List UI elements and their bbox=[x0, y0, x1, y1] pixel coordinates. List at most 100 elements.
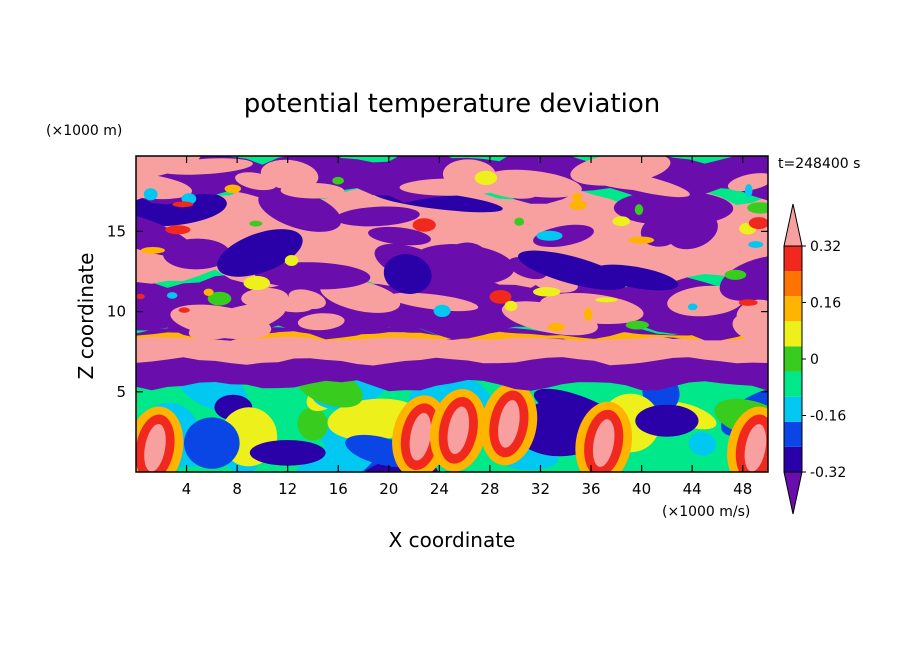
mid-pink-patch bbox=[539, 292, 644, 325]
transition-rim bbox=[249, 220, 263, 227]
transition-rim bbox=[165, 225, 191, 235]
colorbar-swatch bbox=[784, 371, 802, 397]
transition-rim bbox=[332, 176, 344, 185]
colorbar-extend-low bbox=[783, 471, 803, 515]
y-axis-unit: (×1000 m) bbox=[46, 123, 122, 139]
upper-purple-patch bbox=[613, 190, 734, 226]
transition-rim bbox=[748, 241, 764, 248]
colorbar-swatch bbox=[784, 446, 802, 472]
colorbar-swatch bbox=[784, 271, 802, 297]
y-axis-title: Z coordinate bbox=[74, 253, 98, 380]
transition-rim bbox=[595, 297, 618, 303]
cold-pool bbox=[184, 417, 240, 469]
top-pink-patch bbox=[479, 179, 538, 199]
colorbar-swatch bbox=[784, 396, 802, 422]
transition-rim bbox=[166, 292, 178, 299]
x-axis-ticks: 4 8 12 16 20 24 28 32 36 40 44 48 bbox=[182, 156, 752, 498]
transition-rim bbox=[140, 247, 165, 254]
warm-plume-core bbox=[592, 419, 615, 467]
colorbar-swatch bbox=[784, 421, 802, 447]
colorbar-tick-label: 0.16 bbox=[810, 296, 841, 312]
transition-rim bbox=[547, 322, 566, 332]
transition-rim bbox=[569, 200, 587, 210]
transition-rim bbox=[625, 320, 649, 330]
transition-rim bbox=[284, 255, 299, 266]
x-tick-label: 20 bbox=[379, 480, 398, 498]
colorbar: 0.32 0.16 0 -0.16 -0.32 bbox=[783, 203, 846, 515]
time-label: t=248400 s bbox=[778, 156, 860, 172]
x-tick-label: 24 bbox=[430, 480, 449, 498]
mid-pink-patch bbox=[389, 292, 479, 312]
transition-rim bbox=[612, 216, 631, 227]
x-tick-label: 4 bbox=[182, 480, 192, 498]
mid-pink-patch bbox=[188, 302, 286, 340]
top-pink-patch bbox=[280, 182, 345, 199]
cold-pool bbox=[635, 404, 699, 437]
field-shapes bbox=[136, 156, 768, 472]
x-tick-label: 28 bbox=[480, 480, 499, 498]
transition-rim bbox=[634, 204, 644, 216]
upper-purple-patch bbox=[594, 264, 679, 291]
top-pink-patch bbox=[136, 172, 193, 200]
chart-title: potential temperature deviation bbox=[244, 89, 660, 119]
colorbar-swatch bbox=[784, 296, 802, 322]
upper-purple-patch bbox=[518, 250, 627, 290]
top-pink-patch bbox=[156, 158, 253, 175]
x-tick-label: 40 bbox=[632, 480, 651, 498]
top-pink-patch bbox=[727, 173, 768, 192]
mid-pink-patch bbox=[736, 299, 768, 331]
transition-rim bbox=[224, 184, 241, 194]
transition-rim bbox=[747, 202, 768, 214]
transition-rim bbox=[474, 170, 498, 185]
x-tick-label: 44 bbox=[683, 480, 702, 498]
x-axis-title: X coordinate bbox=[389, 528, 516, 552]
colorbar-swatch bbox=[784, 246, 802, 272]
transition-rim bbox=[724, 269, 747, 280]
transition-rim bbox=[172, 201, 194, 208]
transition-rim bbox=[748, 217, 768, 230]
top-pink-patch bbox=[136, 156, 202, 181]
y-tick-label: 15 bbox=[107, 222, 126, 240]
transition-rim bbox=[533, 287, 561, 297]
x-tick-label: 12 bbox=[278, 480, 297, 498]
transition-rim bbox=[572, 192, 582, 201]
transition-rim bbox=[203, 288, 214, 296]
transition-rim bbox=[504, 300, 518, 312]
x-tick-label: 36 bbox=[581, 480, 600, 498]
transition-rim bbox=[143, 188, 158, 201]
top-pink-patch bbox=[235, 172, 278, 191]
transition-rim bbox=[136, 293, 145, 300]
lower-eddy bbox=[688, 432, 716, 456]
transition-rim bbox=[514, 217, 525, 226]
upper-purple-patch bbox=[136, 209, 195, 257]
upper-purple-patch bbox=[719, 255, 768, 301]
x-tick-label: 16 bbox=[329, 480, 348, 498]
colorbar-extend-high bbox=[783, 203, 803, 247]
y-axis-ticks: 5 10 15 bbox=[107, 222, 768, 401]
warm-plume-core bbox=[447, 406, 470, 455]
colorbar-swatch bbox=[784, 321, 802, 347]
x-axis-unit: (×1000 m/s) bbox=[662, 504, 750, 520]
transition-rim bbox=[433, 304, 451, 317]
colorbar-tick-label: 0 bbox=[810, 352, 819, 368]
upper-purple-patch bbox=[411, 244, 515, 285]
transition-rim bbox=[243, 276, 271, 290]
transition-rim bbox=[207, 291, 232, 306]
upper-purple-patch bbox=[383, 254, 432, 295]
warm-plume-core bbox=[498, 400, 520, 448]
mid-pink-patch bbox=[297, 313, 345, 331]
x-tick-label: 32 bbox=[531, 480, 550, 498]
upper-purple-patch bbox=[255, 262, 371, 290]
cold-pool bbox=[249, 440, 326, 466]
mid-pink-patch bbox=[501, 301, 598, 336]
transition-rim bbox=[489, 290, 512, 304]
transition-rim bbox=[583, 307, 593, 321]
transition-rim bbox=[178, 307, 190, 313]
mid-pink-patch bbox=[241, 287, 289, 308]
colorbar-tick-label: 0.32 bbox=[810, 239, 841, 255]
upper-purple-patch bbox=[533, 224, 594, 248]
transition-rim bbox=[412, 218, 436, 232]
upper-purple-patch bbox=[335, 206, 420, 227]
transition-rim bbox=[744, 184, 753, 197]
lower-eddy bbox=[297, 407, 328, 441]
